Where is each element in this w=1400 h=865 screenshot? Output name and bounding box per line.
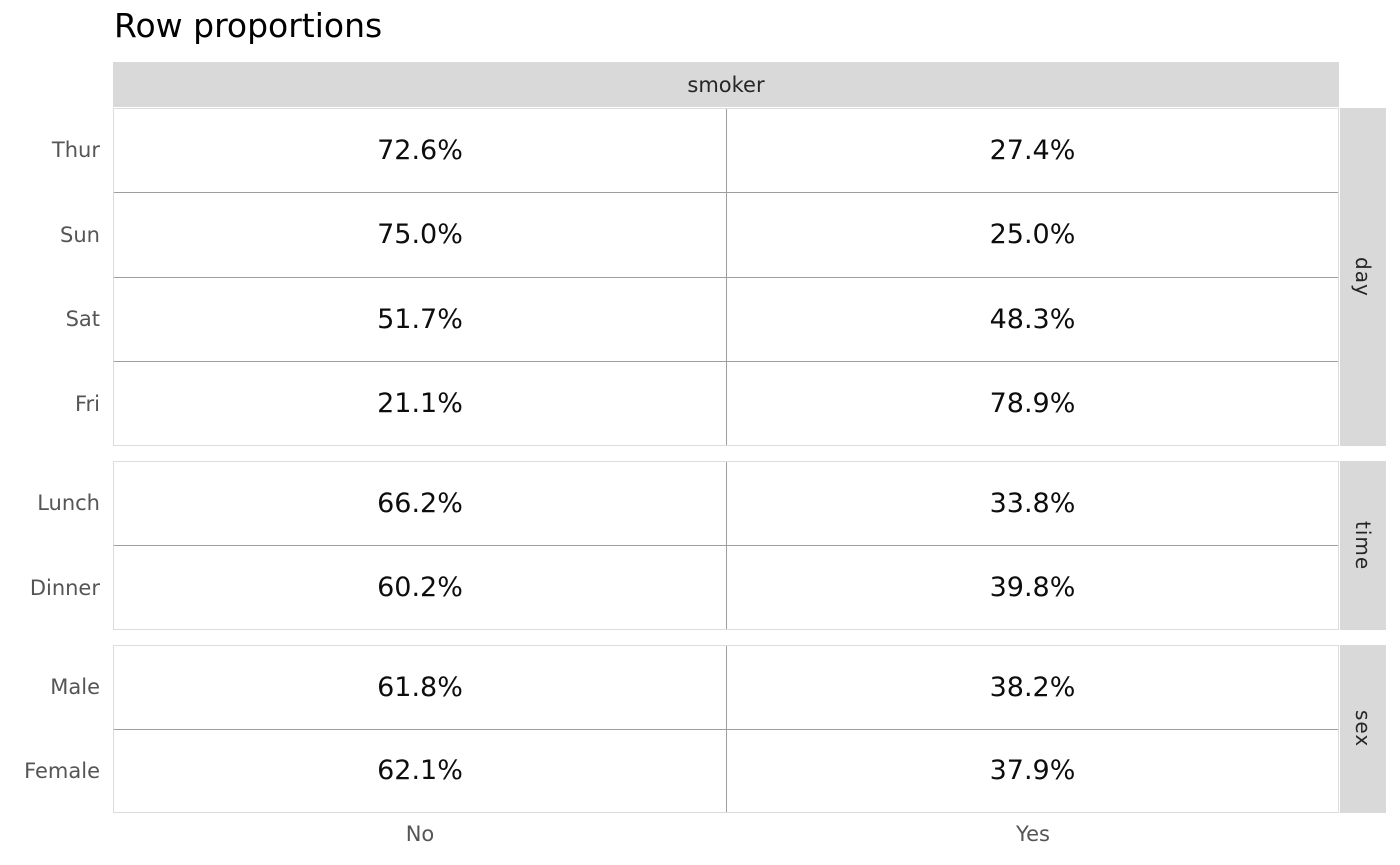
column-label-yes: Yes [1016,822,1050,846]
row-label-sat: Sat [65,307,100,332]
cell-male-yes: 38.2% [989,671,1076,703]
table-row-male: 61.8% 38.2% [114,646,1338,729]
cell-thur-no: 72.6% [114,109,727,193]
column-label-no: No [405,822,435,846]
table-row-sat: 51.7% 48.3% [114,276,1338,361]
row-label-male: Male [50,675,100,699]
table-row-female: 62.1% 37.9% [114,728,1338,812]
cell-sun-no: 75.0% [114,193,727,277]
row-label-fri: Fri [74,391,100,416]
cell-male-no: 61.8% [114,646,727,729]
column-group-header-label: smoker [687,72,765,97]
row-labels-day: Thur Sun Sat Fri [0,108,100,446]
row-group-strip-sex: sex [1340,645,1386,813]
row-label-dinner: Dinner [29,575,100,600]
cell-fri-no: 21.1% [114,361,727,445]
table-row-lunch: 66.2% 33.8% [114,462,1338,545]
section-time: 66.2% 33.8% 60.2% 39.8% [113,461,1339,630]
table-row-fri: 21.1% 78.9% [114,360,1338,445]
table-row-sun: 75.0% 25.0% [114,192,1338,277]
row-label-sun: Sun [60,222,100,247]
row-group-strip-time-label: time [1351,520,1375,571]
chart-title: Row proportions [114,6,383,45]
row-group-strip-day: day [1340,108,1386,446]
cell-female-yes: 37.9% [989,755,1076,787]
row-label-female: Female [24,759,100,783]
row-group-strip-sex-label: sex [1351,710,1375,748]
row-group-strip-time: time [1340,461,1386,630]
row-label-lunch: Lunch [37,491,100,516]
cell-dinner-yes: 39.8% [989,572,1076,603]
cell-sun-yes: 25.0% [989,219,1076,251]
column-group-header: smoker [113,62,1339,107]
cell-fri-yes: 78.9% [989,387,1076,419]
section-day: 72.6% 27.4% 75.0% 25.0% 51.7% 48.3% 21.1… [113,108,1339,446]
cell-lunch-yes: 33.8% [989,488,1076,519]
table-row-dinner: 60.2% 39.8% [114,545,1338,629]
row-label-thur: Thur [51,138,100,163]
row-labels-time: Lunch Dinner [0,461,100,630]
cell-lunch-no: 66.2% [114,462,727,545]
table-row-thur: 72.6% 27.4% [114,109,1338,193]
section-sex: 61.8% 38.2% 62.1% 37.9% [113,645,1339,813]
cell-dinner-no: 60.2% [114,546,727,629]
cell-sat-no: 51.7% [114,277,727,361]
row-group-strip-day-label: day [1351,257,1375,297]
cell-sat-yes: 48.3% [989,303,1076,335]
row-labels-sex: Male Female [0,645,100,813]
cell-thur-yes: 27.4% [989,135,1076,167]
cell-female-no: 62.1% [114,729,727,812]
